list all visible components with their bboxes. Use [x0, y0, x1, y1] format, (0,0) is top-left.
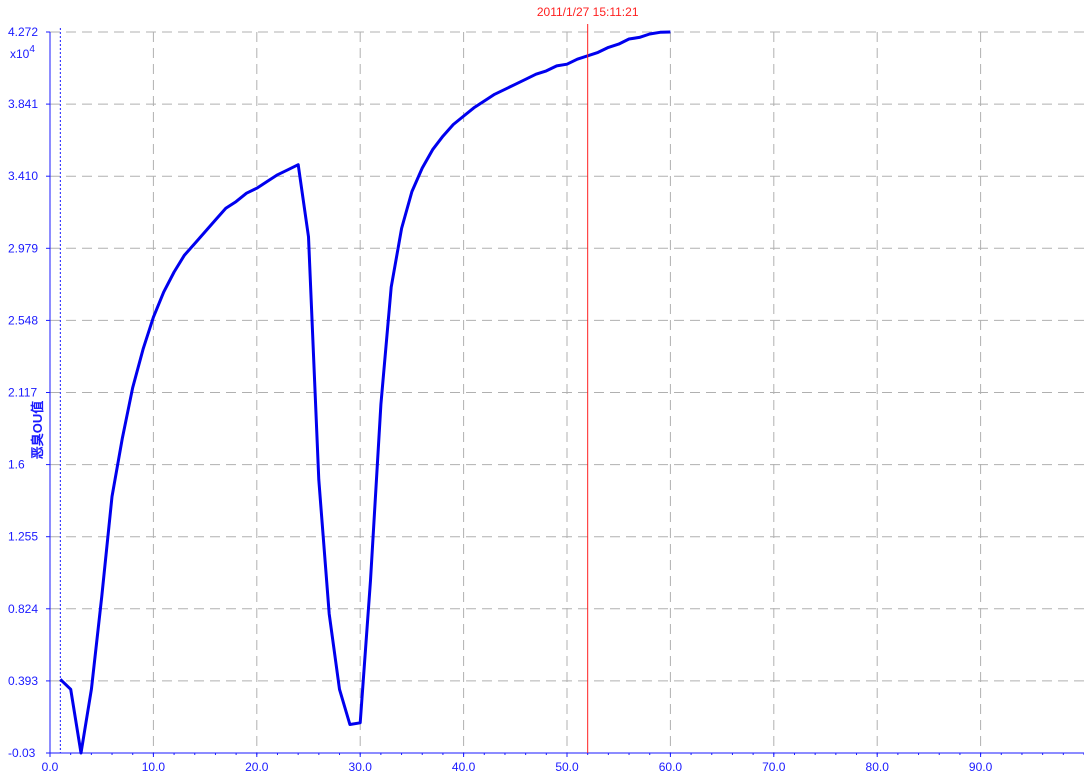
y-multiplier: x104	[10, 44, 35, 61]
y-tick-label: 2.117	[8, 386, 37, 400]
x-tick-label: 20.0	[245, 760, 269, 774]
y-tick-label: 0.824	[8, 602, 38, 616]
y-axis-label: 恶臭OU值	[30, 401, 45, 460]
grid	[50, 31, 1084, 753]
y-tick-label: 1.255	[8, 530, 38, 544]
x-tick-label: 60.0	[659, 760, 683, 774]
y-tick-label: 2.548	[8, 313, 38, 327]
x-tick-label: 10.0	[142, 760, 166, 774]
x-tick-label: 40.0	[452, 760, 476, 774]
y-multiplier-base: x10	[10, 47, 30, 61]
y-tick-label: 4.272	[8, 25, 38, 39]
y-tick-label: 1.6	[8, 458, 25, 472]
x-tick-label: 70.0	[762, 760, 786, 774]
y-multiplier-exp: 4	[29, 44, 35, 55]
series-layer	[59, 30, 671, 755]
x-tick-labels: 0.0 10.0 20.0 30.0 40.0 50.0 60.0 70.0 80.0 90.0	[42, 753, 1084, 774]
marker-group[interactable]: 2011/1/27 15:11:21	[537, 5, 639, 753]
x-tick-label: 30.0	[349, 760, 373, 774]
x-tick-label: 90.0	[969, 760, 993, 774]
series-line	[59, 30, 671, 755]
y-tick-label: 3.410	[8, 169, 38, 183]
x-tick-label: 0.0	[42, 760, 59, 774]
y-tick-label: 2.979	[8, 241, 38, 255]
marker-label: 2011/1/27 15:11:21	[537, 5, 639, 19]
y-tick-label: -0.03	[8, 746, 36, 760]
x-tick-label: 80.0	[866, 760, 890, 774]
y-tick-labels: -0.03 0.393 0.824 1.255 1.6 2.117 2.548 2.979 3.…	[8, 25, 50, 760]
x-tick-label: 50.0	[555, 760, 579, 774]
y-tick-label: 3.841	[8, 97, 38, 111]
y-tick-label: 0.393	[8, 674, 38, 688]
